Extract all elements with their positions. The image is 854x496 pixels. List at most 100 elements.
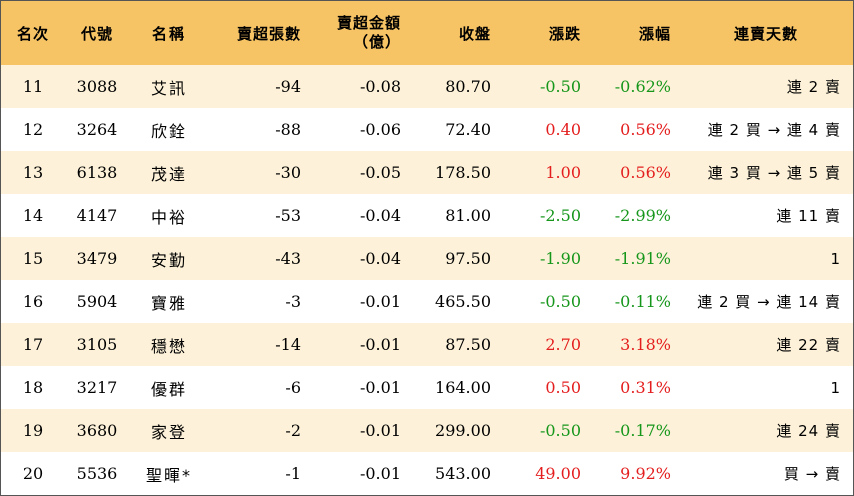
cell-code: 5536	[76, 464, 118, 483]
cell-close: 87.50	[445, 335, 491, 354]
table-row: 20 5536 聖暉* -1 -0.01 543.00 49.00 9.92% …	[1, 452, 853, 495]
cell-code: 3088	[76, 77, 118, 96]
cell-streak: 連 2 賣	[786, 78, 841, 96]
cell-streak: 連 2 買 → 連 14 賣	[697, 293, 841, 311]
table-row: 19 3680 家登 -2 -0.01 299.00 -0.50 -0.17% …	[1, 409, 853, 452]
cell-change: -1.90	[539, 249, 581, 268]
cell-sell-lots: -53	[275, 206, 301, 225]
cell-name: 聖暉*	[145, 465, 192, 485]
cell-name: 穩懋	[150, 336, 187, 356]
table-row: 17 3105 穩懋 -14 -0.01 87.50 2.70 3.18% 連 …	[1, 323, 853, 366]
cell-name: 茂達	[150, 164, 187, 184]
header-rank: 名次	[16, 24, 49, 43]
cell-sell-amount: -0.05	[359, 163, 401, 182]
table-row: 11 3088 艾訊 -94 -0.08 80.70 -0.50 -0.62% …	[1, 65, 853, 108]
cell-rank: 15	[22, 249, 44, 268]
cell-name: 安勤	[150, 250, 187, 270]
cell-close: 164.00	[435, 378, 491, 397]
header-change-pct: 漲幅	[638, 24, 671, 43]
cell-change: 49.00	[535, 464, 581, 483]
cell-rank: 19	[22, 421, 44, 440]
cell-close: 81.00	[445, 206, 491, 225]
cell-name: 中裕	[150, 207, 187, 227]
cell-streak: 連 11 賣	[776, 207, 841, 225]
header-sell-amount-line2: （億）	[352, 33, 401, 51]
cell-change: -2.50	[539, 206, 581, 225]
cell-change: -0.50	[539, 77, 581, 96]
table-body: 11 3088 艾訊 -94 -0.08 80.70 -0.50 -0.62% …	[1, 65, 853, 495]
header-sell-amount: 賣超金額 （億）	[309, 1, 409, 65]
cell-sell-amount: -0.06	[359, 120, 401, 139]
cell-sell-amount: -0.01	[359, 335, 401, 354]
cell-close: 543.00	[435, 464, 491, 483]
cell-streak: 連 24 賣	[776, 422, 841, 440]
cell-change-pct: -0.17%	[614, 421, 671, 440]
cell-rank: 16	[22, 292, 44, 311]
header-close: 收盤	[458, 24, 491, 43]
cell-sell-lots: -3	[285, 292, 301, 311]
cell-change-pct: 3.18%	[620, 335, 671, 354]
cell-rank: 18	[22, 378, 44, 397]
cell-close: 178.50	[435, 163, 491, 182]
cell-streak: 1	[830, 378, 841, 397]
cell-sell-amount: -0.01	[359, 464, 401, 483]
cell-sell-amount: -0.01	[359, 421, 401, 440]
cell-code: 3264	[76, 120, 118, 139]
header-sell-lots: 賣超張數	[236, 24, 301, 43]
cell-change-pct: -2.99%	[614, 206, 671, 225]
table-row: 13 6138 茂達 -30 -0.05 178.50 1.00 0.56% 連…	[1, 151, 853, 194]
table-row: 16 5904 寶雅 -3 -0.01 465.50 -0.50 -0.11% …	[1, 280, 853, 323]
header-code: 代號	[80, 24, 113, 43]
cell-close: 465.50	[435, 292, 491, 311]
cell-sell-amount: -0.01	[359, 378, 401, 397]
table-header: 名次 代號 名稱 賣超張數 賣超金額 （億） 收盤 漲跌 漲幅 連賣天數	[1, 1, 853, 65]
cell-change: 0.40	[545, 120, 581, 139]
header-change: 漲跌	[548, 24, 581, 43]
cell-rank: 11	[22, 77, 44, 96]
cell-close: 299.00	[435, 421, 491, 440]
cell-code: 3105	[76, 335, 118, 354]
cell-name: 家登	[150, 422, 187, 442]
cell-sell-lots: -88	[275, 120, 301, 139]
cell-code: 5904	[76, 292, 118, 311]
cell-sell-lots: -43	[275, 249, 301, 268]
cell-change-pct: 0.56%	[620, 163, 671, 182]
header-name: 名稱	[151, 24, 186, 43]
cell-code: 4147	[76, 206, 118, 225]
cell-code: 6138	[76, 163, 118, 182]
cell-change-pct: -0.62%	[614, 77, 671, 96]
cell-sell-amount: -0.01	[359, 292, 401, 311]
cell-sell-lots: -94	[275, 77, 301, 96]
cell-sell-amount: -0.08	[359, 77, 401, 96]
cell-code: 3680	[76, 421, 118, 440]
table-row: 12 3264 欣銓 -88 -0.06 72.40 0.40 0.56% 連 …	[1, 108, 853, 151]
cell-sell-lots: -1	[285, 464, 301, 483]
cell-name: 欣銓	[150, 121, 187, 141]
cell-change-pct: -0.11%	[614, 292, 671, 311]
table-row: 14 4147 中裕 -53 -0.04 81.00 -2.50 -2.99% …	[1, 194, 853, 237]
header-row: 名次 代號 名稱 賣超張數 賣超金額 （億） 收盤 漲跌 漲幅 連賣天數	[1, 1, 853, 65]
cell-close: 97.50	[445, 249, 491, 268]
cell-rank: 17	[22, 335, 44, 354]
cell-change-pct: 0.56%	[620, 120, 671, 139]
cell-code: 3217	[76, 378, 118, 397]
cell-change: -0.50	[539, 421, 581, 440]
cell-rank: 13	[22, 163, 44, 182]
cell-streak: 連 2 買 → 連 4 賣	[707, 121, 841, 139]
cell-streak: 連 22 賣	[776, 336, 841, 354]
table-row: 15 3479 安勤 -43 -0.04 97.50 -1.90 -1.91% …	[1, 237, 853, 280]
cell-rank: 14	[22, 206, 44, 225]
cell-sell-lots: -6	[285, 378, 301, 397]
cell-streak: 買 → 賣	[783, 465, 841, 483]
table-row: 18 3217 優群 -6 -0.01 164.00 0.50 0.31% 1	[1, 366, 853, 409]
cell-sell-amount: -0.04	[359, 206, 401, 225]
cell-streak: 1	[830, 249, 841, 268]
cell-change: 2.70	[545, 335, 581, 354]
cell-name: 優群	[150, 379, 187, 399]
cell-rank: 12	[22, 120, 44, 139]
header-sell-amount-line1: 賣超金額	[336, 14, 401, 32]
cell-sell-amount: -0.04	[359, 249, 401, 268]
header-streak: 連賣天數	[733, 24, 798, 43]
